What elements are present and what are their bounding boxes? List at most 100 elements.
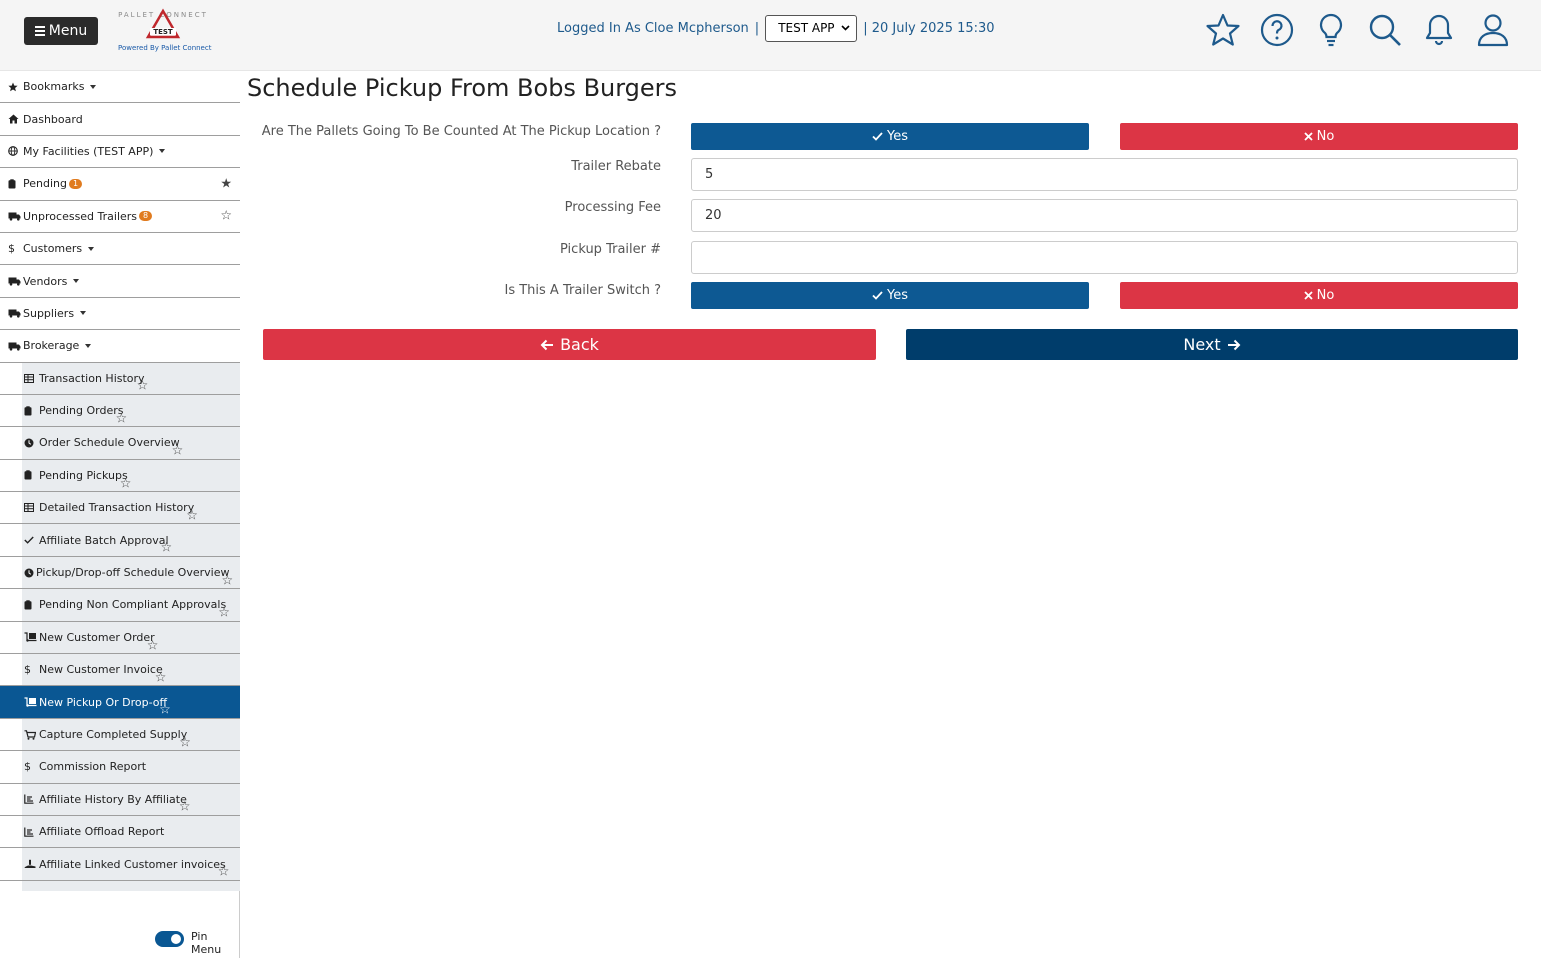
logo[interactable]: PALLET CONNECT TEST Powered By Pallet Co… — [118, 8, 211, 58]
sidebar-item-new-customer-order[interactable]: New Customer Order ☆ — [0, 621, 240, 655]
sidebar-item-customers[interactable]: $ Customers — [0, 233, 240, 266]
sidebar-item-new-pickup-or-dropoff[interactable]: New Pickup Or Drop-off ☆ — [0, 686, 240, 719]
bookmark-star-icon[interactable]: ☆ — [178, 799, 191, 815]
back-button[interactable]: Back — [263, 329, 876, 360]
clock-icon — [24, 438, 37, 448]
trailer-switch-yes-button[interactable]: Yes — [691, 282, 1089, 309]
sidebar-item-unprocessed-trailers[interactable]: Unprocessed Trailers 8 ☆ — [0, 201, 240, 233]
search-icon[interactable] — [1367, 11, 1403, 49]
dolly-icon — [24, 632, 37, 643]
processing-fee-label: Processing Fee — [564, 200, 661, 215]
no-label: No — [1316, 288, 1335, 303]
close-icon — [1304, 291, 1313, 300]
sidebar-item-order-schedule-overview[interactable]: Order Schedule Overview ☆ — [0, 427, 240, 460]
menu-button-label: Menu — [48, 23, 88, 39]
sidebar-item-label: Dashboard — [23, 112, 83, 126]
sidebar-item-dashboard[interactable]: Dashboard — [0, 103, 240, 136]
sidebar-item-affiliate-history-by-affiliate[interactable]: Affiliate History By Affiliate ☆ — [0, 783, 240, 816]
sidebar-item-label: Vendors — [23, 274, 68, 288]
bookmark-star-icon[interactable]: ☆ — [154, 670, 167, 686]
clipboard-icon — [24, 405, 37, 416]
dollar-icon: $ — [24, 663, 31, 677]
sidebar-item-pending-orders[interactable]: Pending Orders ☆ — [0, 394, 240, 428]
sidebar-item-partial[interactable] — [0, 880, 240, 891]
sidebar-item-label: Pickup/Drop-off Schedule Overview — [36, 566, 230, 580]
trailer-switch-label: Is This A Trailer Switch ? — [504, 283, 661, 298]
bookmark-star-icon[interactable]: ☆ — [115, 411, 128, 427]
sidebar-item-affiliate-offload-report[interactable]: Affiliate Offload Report — [0, 815, 240, 849]
pending-count-badge: 1 — [68, 178, 83, 189]
bookmark-star-icon[interactable]: ☆ — [146, 638, 159, 654]
truck-icon — [8, 341, 21, 351]
menu-button[interactable]: Menu — [24, 17, 98, 45]
pallets-counted-no-button[interactable]: No — [1120, 123, 1518, 150]
user-icon[interactable] — [1475, 11, 1511, 49]
star-icon — [8, 82, 21, 92]
bell-icon[interactable] — [1421, 11, 1457, 49]
star-icon[interactable] — [1205, 11, 1241, 49]
arrow-left-icon — [540, 339, 554, 350]
arrow-right-icon — [1227, 339, 1241, 350]
sidebar-item-commission-report[interactable]: $ Commission Report — [0, 751, 240, 784]
sidebar-item-bookmarks[interactable]: Bookmarks — [0, 71, 240, 104]
help-icon[interactable] — [1259, 11, 1295, 49]
bookmark-star-icon[interactable]: ☆ — [159, 702, 171, 718]
bookmark-star-icon[interactable]: ☆ — [218, 605, 230, 621]
bookmark-star-icon[interactable]: ☆ — [179, 735, 191, 751]
truck-icon — [8, 211, 21, 221]
sidebar-item-affiliate-linked-customer-invoices[interactable]: Affiliate Linked Customer invoices ☆ — [0, 848, 240, 881]
truck-icon — [8, 308, 21, 319]
sidebar-item-my-facilities[interactable]: My Facilities (TEST APP) — [0, 136, 240, 169]
unprocessed-count-badge: 8 — [139, 211, 153, 222]
separator: | — [754, 20, 760, 36]
sidebar-item-transaction-history[interactable]: Transaction History ☆ — [0, 362, 240, 395]
bookmark-star-icon[interactable]: ☆ — [186, 508, 198, 524]
sidebar-item-label: Bookmarks — [23, 80, 85, 94]
sidebar-footer: Pin Menu — [0, 891, 240, 958]
sidebar-item-vendors[interactable]: Vendors — [0, 265, 240, 298]
sidebar-item-pending-non-compliant-approvals[interactable]: Pending Non Compliant Approvals ☆ — [0, 589, 240, 622]
caret-down-icon — [159, 149, 166, 154]
sidebar-item-detailed-transaction-history[interactable]: Detailed Transaction History ☆ — [0, 492, 240, 525]
sidebar-item-label: Affiliate Batch Approval — [39, 533, 169, 547]
pallets-counted-yes-button[interactable]: Yes — [691, 123, 1089, 150]
bookmark-star-icon[interactable]: ☆ — [171, 443, 184, 459]
sidebar-item-affiliate-batch-approval[interactable]: Affiliate Batch Approval ☆ — [0, 524, 240, 557]
bookmark-star-icon[interactable]: ☆ — [160, 540, 173, 556]
bookmark-star-filled-icon[interactable]: ★ — [220, 176, 232, 192]
sidebar-item-capture-completed-supply[interactable]: Capture Completed Supply ☆ — [0, 718, 240, 752]
sidebar-item-brokerage[interactable]: Brokerage — [0, 330, 240, 363]
sidebar-item-new-customer-invoice[interactable]: $ New Customer Invoice ☆ — [0, 654, 240, 687]
bookmark-star-icon[interactable]: ☆ — [136, 378, 149, 394]
sidebar-item-pending-pickups[interactable]: Pending Pickups ☆ — [0, 459, 240, 493]
bookmark-star-icon[interactable]: ☆ — [119, 476, 132, 492]
sidebar-item-suppliers[interactable]: Suppliers — [0, 298, 240, 331]
bookmark-star-icon[interactable]: ☆ — [220, 208, 232, 224]
trailer-rebate-input[interactable]: 5 — [691, 158, 1518, 191]
sidebar-item-pending[interactable]: Pending 1 ★ — [0, 168, 240, 201]
sidebar-item-pickup-dropoff-schedule-overview[interactable]: Pickup/Drop-off Schedule Overview ☆ — [0, 556, 240, 590]
trailer-switch-no-button[interactable]: No — [1120, 282, 1518, 309]
sidebar-item-label: Affiliate Offload Report — [39, 825, 165, 839]
chevron-down-icon — [841, 25, 850, 31]
lightbulb-icon[interactable] — [1313, 11, 1349, 49]
pin-menu-toggle[interactable] — [155, 931, 184, 947]
processing-fee-input[interactable]: 20 — [691, 199, 1518, 232]
app-select[interactable]: TEST APP — [765, 14, 858, 42]
sidebar-item-label: Brokerage — [23, 339, 80, 353]
bookmark-star-icon[interactable]: ☆ — [221, 573, 234, 589]
caret-down-icon — [80, 311, 87, 316]
bookmark-star-icon[interactable]: ☆ — [217, 864, 230, 880]
pickup-trailer-input[interactable] — [691, 241, 1518, 274]
yes-label: Yes — [887, 129, 908, 144]
logo-icon: PALLET CONNECT TEST — [118, 8, 206, 39]
caret-down-icon — [85, 343, 92, 348]
home-icon — [8, 114, 21, 124]
dollar-icon: $ — [24, 760, 31, 774]
caret-down-icon — [73, 279, 80, 284]
pin-menu-label: Pin Menu — [191, 930, 222, 956]
next-button[interactable]: Next — [906, 329, 1518, 360]
sidebar-item-label: Pending Pickups — [39, 468, 128, 482]
current-datetime: | 20 July 2025 15:30 — [863, 20, 995, 36]
sidebar-item-label: Transaction History — [39, 371, 145, 385]
